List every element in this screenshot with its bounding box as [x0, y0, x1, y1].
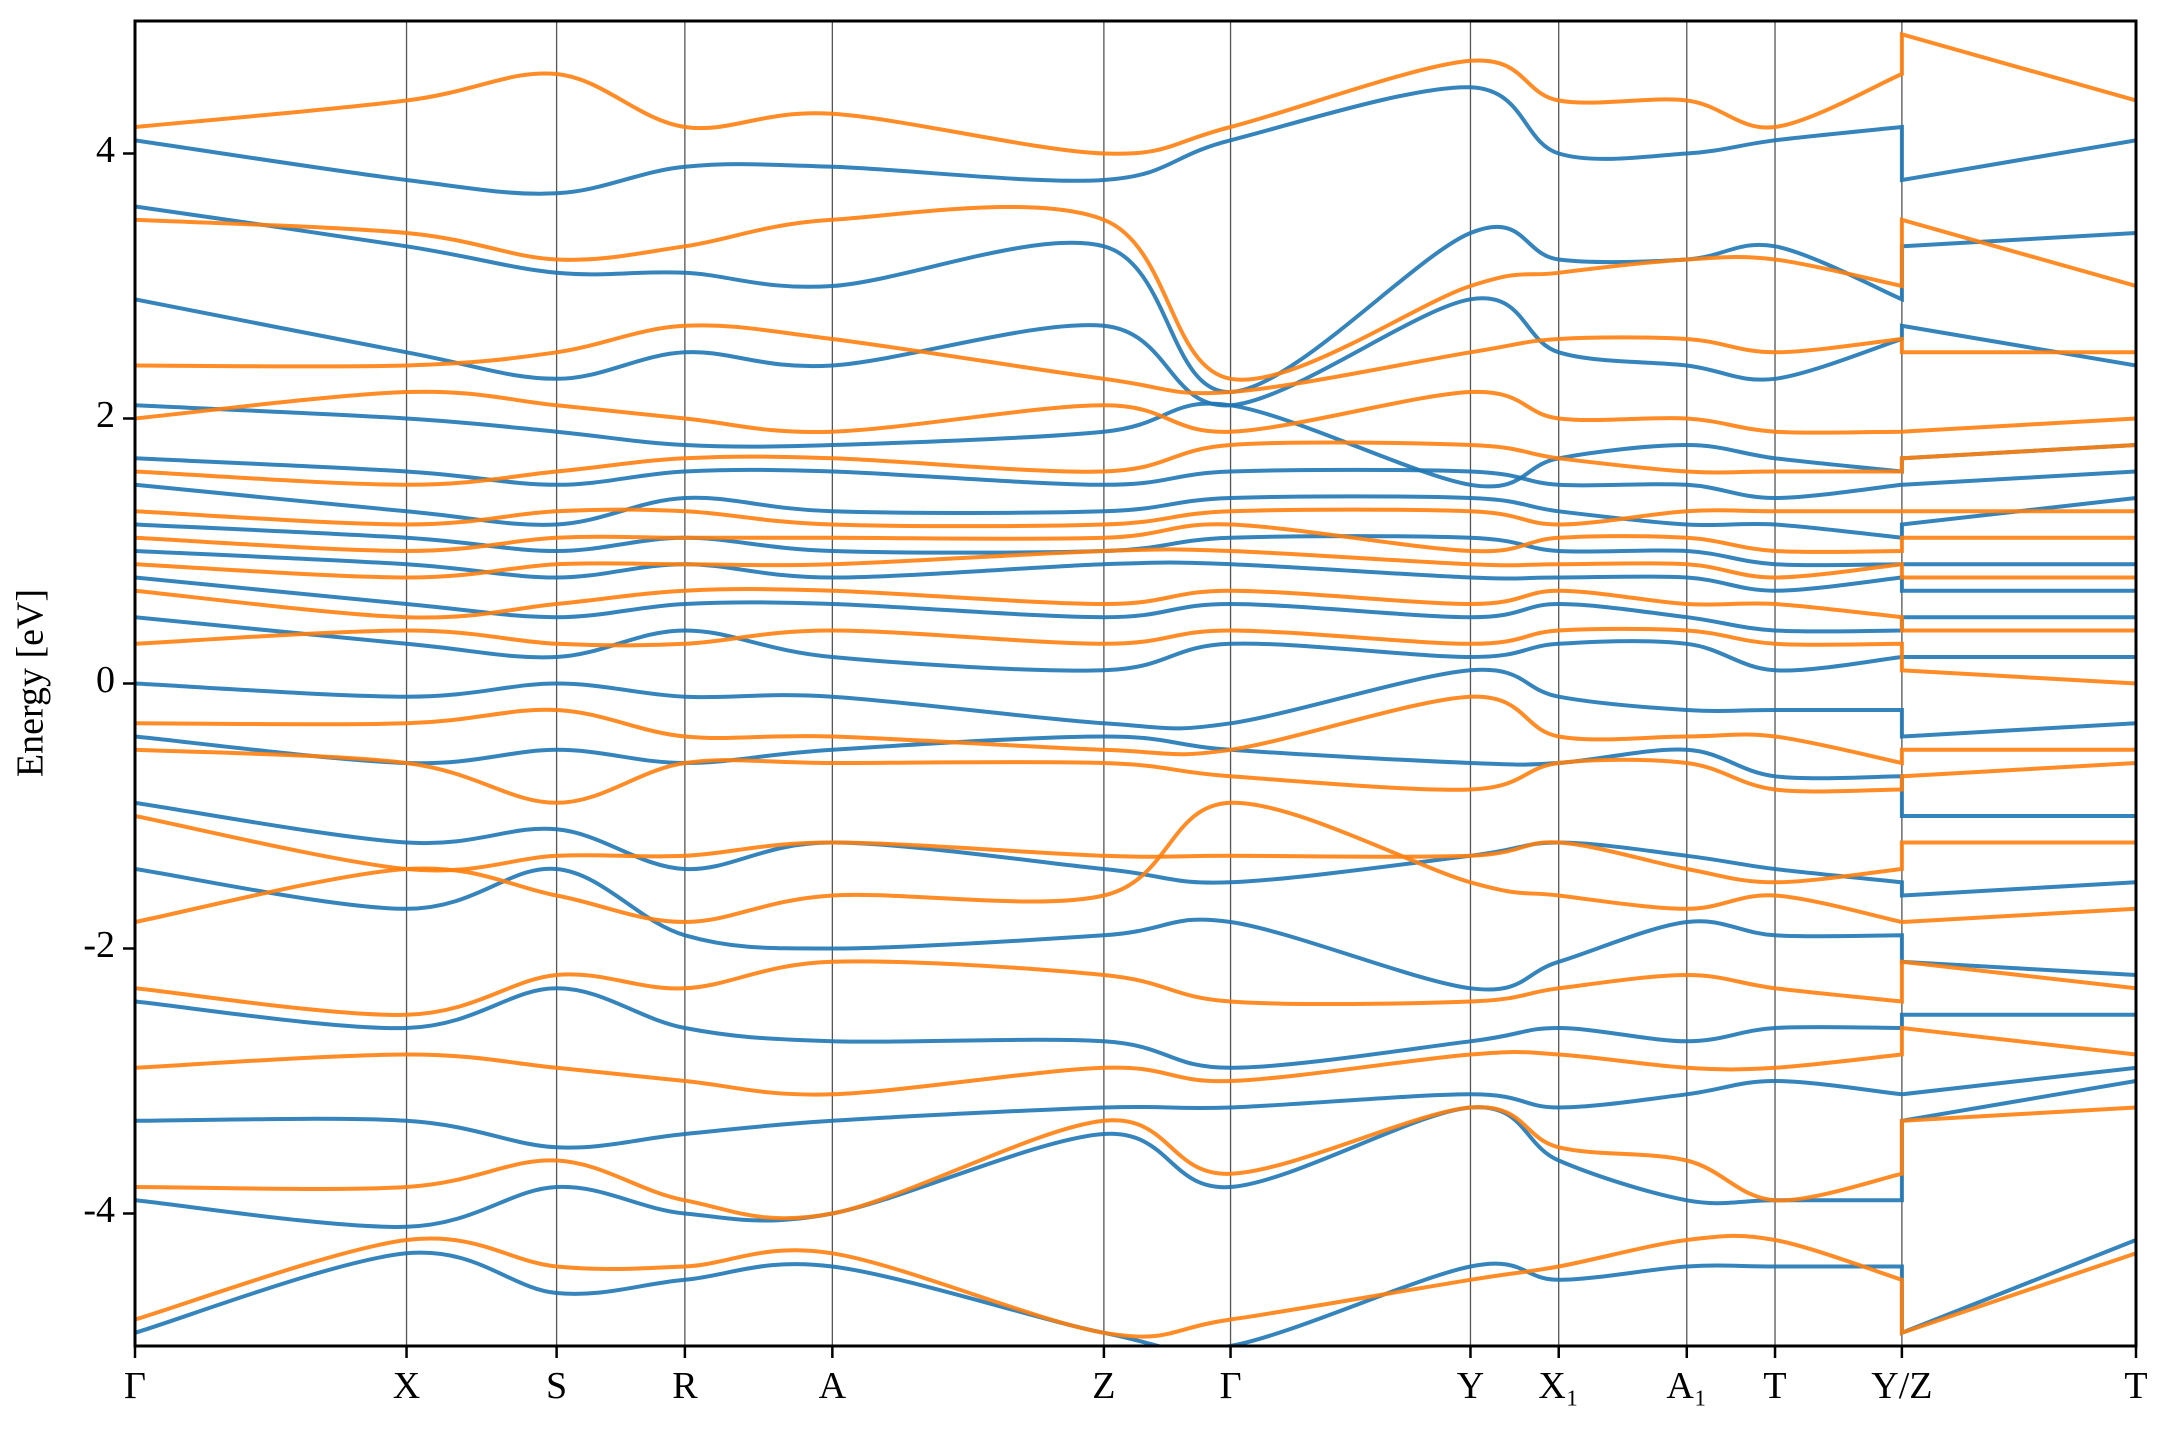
y-tick-label: 0 [96, 659, 115, 701]
band-line [135, 1105, 2136, 1221]
band-line [135, 323, 2136, 396]
band-line [135, 204, 2136, 395]
x-tick-label: Z [1092, 1365, 1115, 1407]
band-line [135, 866, 2136, 992]
x-tick-label: A [819, 1365, 847, 1407]
band-line [135, 522, 2136, 568]
band-line [135, 626, 2136, 686]
band-line [135, 507, 2136, 529]
band-line [135, 615, 2136, 673]
x-tick-label: Γ [1220, 1365, 1242, 1407]
y-tick-label: 2 [96, 394, 115, 436]
band-line [135, 482, 2136, 541]
bands [135, 31, 2136, 1346]
band-line [135, 440, 2136, 487]
band-line [135, 959, 2136, 1017]
y-tick-label: 4 [96, 129, 115, 171]
x-tick-label: S [546, 1365, 567, 1407]
x-tick-label: Y [1457, 1365, 1484, 1407]
band-line [135, 1025, 2136, 1097]
band-line [135, 667, 2136, 739]
band-line [135, 85, 2136, 196]
band-line [135, 587, 2136, 633]
band-line [135, 1238, 2136, 1346]
band-line [135, 31, 2136, 156]
band-line [135, 547, 2136, 580]
x-tick-label: A₁ [1666, 1365, 1707, 1407]
band-line [135, 1233, 2136, 1339]
band-line [135, 694, 2136, 766]
axes: -4 -2 0 2 4 Γ X S R A Z Γ Y X₁ A₁ T Y/Z T [83, 129, 2147, 1407]
band-line [135, 747, 2136, 805]
x-tick-label: T [2124, 1365, 2147, 1407]
band-line [135, 549, 2136, 593]
x-tick-label: T [1763, 1365, 1786, 1407]
y-axis-label: Energy [eV] [10, 589, 52, 777]
band-line [135, 1079, 2136, 1229]
band-line [135, 204, 2136, 382]
band-line [135, 296, 2136, 408]
band-line [135, 522, 2136, 554]
band-line [135, 1065, 2136, 1150]
y-tick-label: -2 [83, 924, 115, 966]
band-line [135, 575, 2136, 634]
x-tick-label: Γ [124, 1365, 146, 1407]
band-line [135, 814, 2136, 885]
x-tick-label: X₁ [1538, 1365, 1579, 1407]
band-line [135, 800, 2136, 925]
band-line [135, 456, 2136, 501]
band-line [135, 986, 2136, 1070]
band-line [135, 734, 2136, 818]
band-line [135, 800, 2136, 898]
x-tick-label: X [393, 1365, 420, 1407]
x-tick-label: R [672, 1365, 698, 1407]
x-tick-label: Y/Z [1871, 1365, 1932, 1407]
band-line [135, 401, 2136, 489]
band-line [135, 389, 2136, 435]
plot-frame [133, 19, 2138, 1348]
y-tick-label: -4 [83, 1189, 115, 1231]
grid [134, 21, 2137, 1346]
